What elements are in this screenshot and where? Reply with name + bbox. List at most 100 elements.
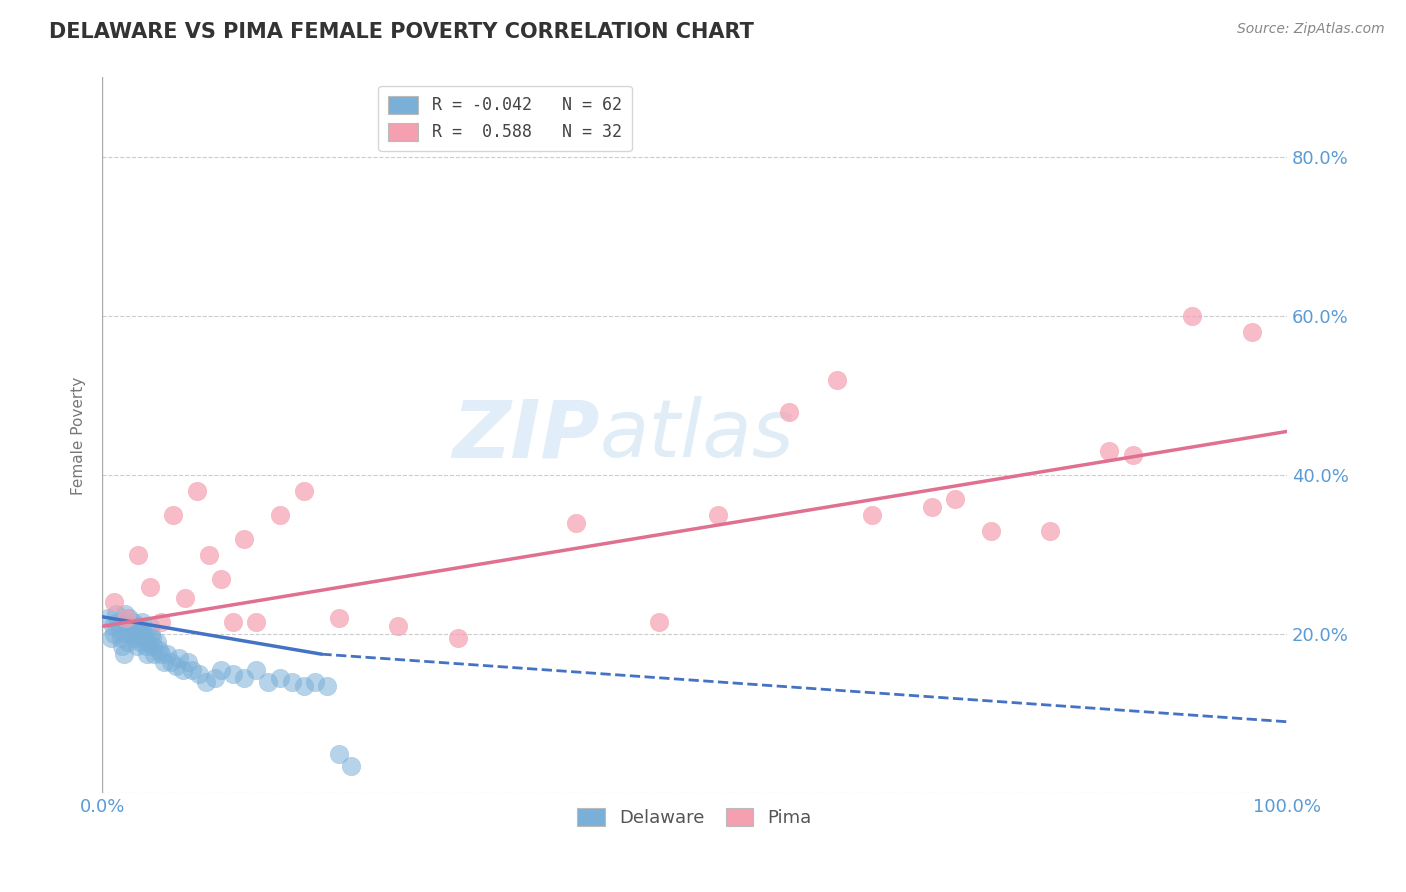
Text: Source: ZipAtlas.com: Source: ZipAtlas.com xyxy=(1237,22,1385,37)
Point xyxy=(281,675,304,690)
Point xyxy=(316,679,339,693)
Point xyxy=(127,619,149,633)
Point xyxy=(150,647,173,661)
Point xyxy=(1122,448,1144,462)
Text: ZIP: ZIP xyxy=(453,396,600,475)
Point xyxy=(209,572,232,586)
Point xyxy=(233,532,256,546)
Point xyxy=(340,758,363,772)
Point xyxy=(115,619,138,633)
Point xyxy=(131,615,153,630)
Point xyxy=(707,508,730,522)
Point xyxy=(181,663,204,677)
Point xyxy=(135,639,157,653)
Point xyxy=(245,663,267,677)
Point xyxy=(150,615,173,630)
Point xyxy=(105,607,128,622)
Point xyxy=(138,580,160,594)
Text: DELAWARE VS PIMA FEMALE POVERTY CORRELATION CHART: DELAWARE VS PIMA FEMALE POVERTY CORRELAT… xyxy=(49,22,754,42)
Point xyxy=(167,651,190,665)
Point xyxy=(778,404,800,418)
Point xyxy=(156,647,179,661)
Point xyxy=(125,639,148,653)
Point xyxy=(980,524,1002,538)
Point xyxy=(148,643,170,657)
Point xyxy=(115,627,138,641)
Point xyxy=(115,611,138,625)
Point xyxy=(204,671,226,685)
Point xyxy=(1039,524,1062,538)
Point xyxy=(860,508,883,522)
Point xyxy=(111,639,134,653)
Point xyxy=(447,632,470,646)
Point xyxy=(136,647,159,661)
Point xyxy=(1181,309,1204,323)
Point xyxy=(825,373,848,387)
Point xyxy=(269,508,291,522)
Point xyxy=(114,607,136,622)
Text: atlas: atlas xyxy=(600,396,794,475)
Point xyxy=(160,655,183,669)
Point xyxy=(328,611,350,625)
Point xyxy=(103,627,125,641)
Point xyxy=(245,615,267,630)
Point xyxy=(138,635,160,649)
Point xyxy=(124,632,146,646)
Point xyxy=(648,615,671,630)
Point xyxy=(112,647,135,661)
Point xyxy=(162,508,184,522)
Point xyxy=(172,663,194,677)
Point xyxy=(153,655,176,669)
Point xyxy=(198,548,221,562)
Point xyxy=(292,679,315,693)
Point xyxy=(221,667,243,681)
Point xyxy=(174,591,197,606)
Point xyxy=(257,675,280,690)
Point xyxy=(110,632,132,646)
Y-axis label: Female Poverty: Female Poverty xyxy=(72,376,86,494)
Point xyxy=(118,611,141,625)
Point xyxy=(195,675,218,690)
Point xyxy=(565,516,588,530)
Point xyxy=(138,619,160,633)
Point xyxy=(117,635,139,649)
Point xyxy=(328,747,350,761)
Point xyxy=(121,627,143,641)
Point xyxy=(143,647,166,661)
Point xyxy=(142,639,165,653)
Point xyxy=(292,484,315,499)
Point xyxy=(304,675,326,690)
Point xyxy=(139,627,162,641)
Point xyxy=(132,627,155,641)
Point xyxy=(128,627,150,641)
Point xyxy=(141,632,163,646)
Point xyxy=(188,667,211,681)
Point xyxy=(120,619,142,633)
Point xyxy=(145,635,167,649)
Point xyxy=(97,611,120,625)
Point xyxy=(209,663,232,677)
Point xyxy=(221,615,243,630)
Point xyxy=(1098,444,1121,458)
Point xyxy=(108,624,131,638)
Point xyxy=(233,671,256,685)
Legend: Delaware, Pima: Delaware, Pima xyxy=(571,801,820,834)
Point xyxy=(122,615,145,630)
Point xyxy=(943,491,966,506)
Point xyxy=(921,500,943,514)
Point xyxy=(1240,325,1263,339)
Point xyxy=(176,655,198,669)
Point xyxy=(269,671,291,685)
Point xyxy=(122,624,145,638)
Point xyxy=(100,632,122,646)
Point xyxy=(101,619,124,633)
Point xyxy=(387,619,409,633)
Point xyxy=(129,635,152,649)
Point xyxy=(186,484,208,499)
Point xyxy=(127,548,149,562)
Point xyxy=(107,615,129,630)
Point xyxy=(134,632,156,646)
Point xyxy=(103,595,125,609)
Point xyxy=(131,624,153,638)
Point xyxy=(165,659,187,673)
